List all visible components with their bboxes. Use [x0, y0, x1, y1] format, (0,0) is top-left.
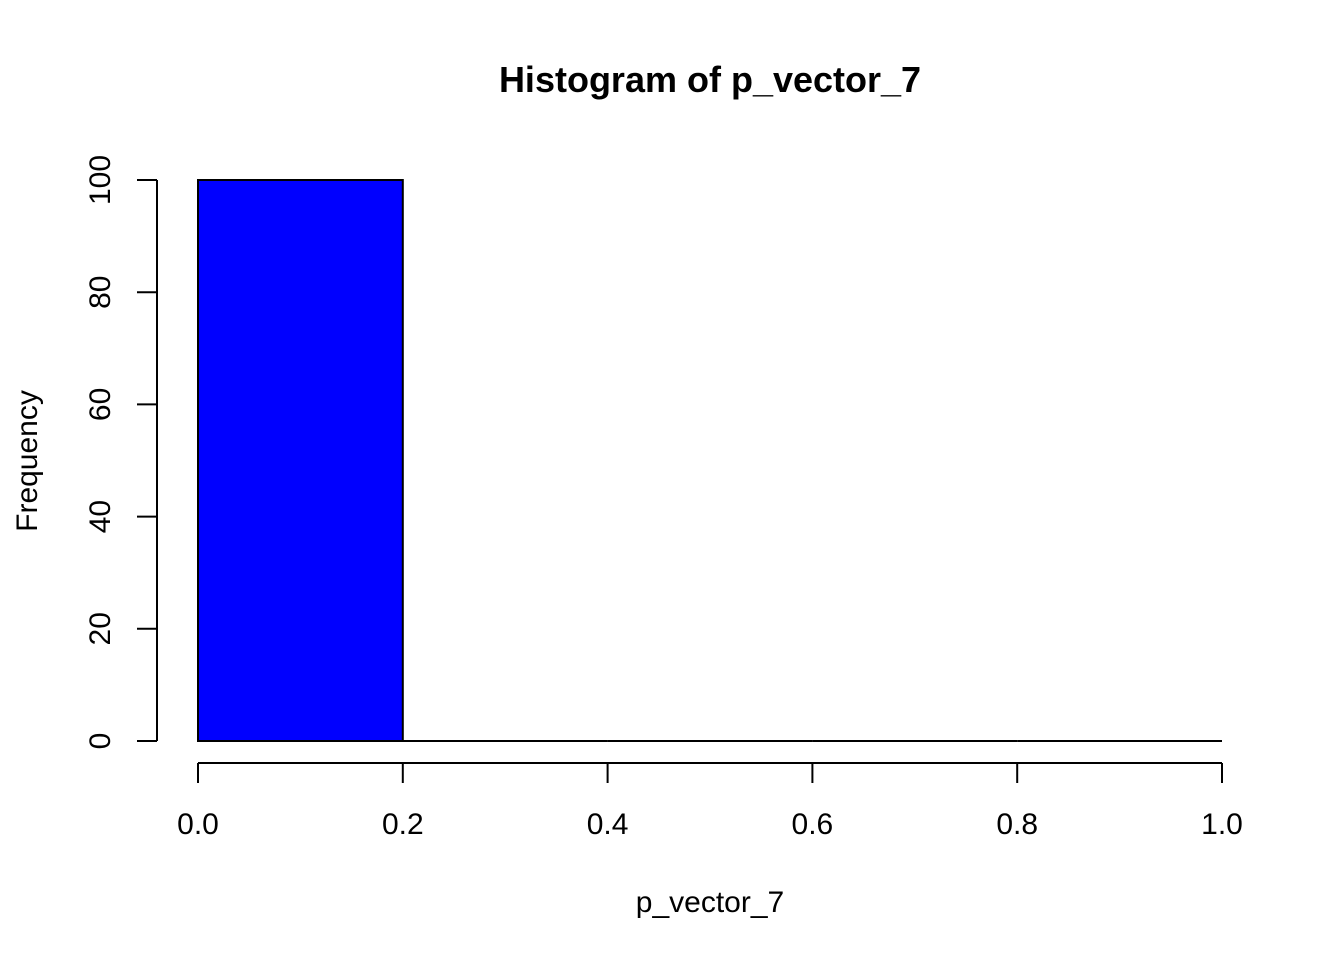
y-axis: 0 20 40 60 80 100 [84, 155, 158, 750]
x-axis-label: p_vector_7 [636, 886, 784, 919]
y-tick-label: 100 [84, 155, 117, 205]
x-tick-label: 0.6 [792, 808, 834, 841]
y-tick-label: 40 [84, 500, 117, 533]
x-tick-label: 0.8 [996, 808, 1038, 841]
chart-title: Histogram of p_vector_7 [499, 59, 921, 100]
x-tick-label: 1.0 [1201, 808, 1243, 841]
bars-group [197, 179, 1222, 742]
x-tick-label: 0.4 [587, 808, 629, 841]
y-tick-label: 0 [84, 733, 117, 750]
y-tick-label: 20 [84, 612, 117, 645]
x-axis: 0.0 0.2 0.4 0.6 0.8 1.0 [177, 762, 1243, 841]
y-tick-label: 80 [84, 276, 117, 309]
histogram-bar-0 [197, 179, 404, 742]
x-tick-label: 0.0 [177, 808, 219, 841]
y-axis-label: Frequency [11, 390, 44, 532]
y-tick-label: 60 [84, 388, 117, 421]
x-tick-label: 0.2 [382, 808, 424, 841]
